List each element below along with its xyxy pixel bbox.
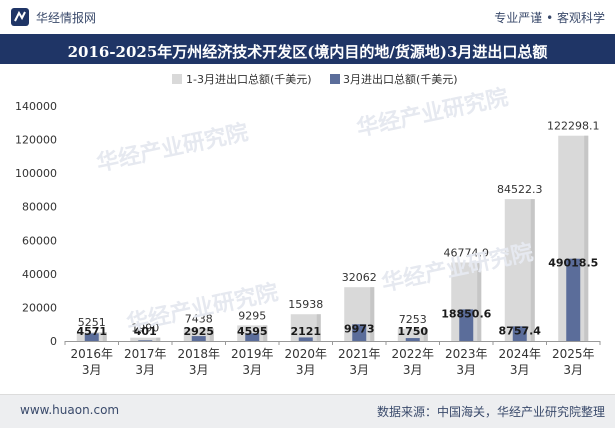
y-tick-label: 40000	[22, 268, 57, 281]
data-label-total: 122298.1	[547, 120, 600, 133]
y-tick-label: 20000	[22, 301, 57, 314]
x-tick-label-year: 2020年	[284, 347, 327, 361]
data-label-march: 1750	[397, 325, 428, 338]
bar-total	[397, 328, 428, 341]
y-tick-label: 100000	[15, 167, 57, 180]
bar-total-side	[316, 314, 321, 341]
data-source: 数据来源：中国海关，华经产业研究院整理	[376, 405, 605, 419]
x-tick-label-month: 3月	[456, 363, 476, 377]
bar-total-side	[423, 328, 428, 341]
data-label-march: 8757.4	[499, 324, 542, 337]
data-label-march: 49018.5	[548, 257, 598, 270]
bar-march	[566, 258, 581, 341]
bar-march	[352, 324, 367, 341]
bar-total-side	[530, 199, 535, 341]
data-label-total: 84522.3	[497, 183, 543, 196]
brand-name: 华经情报网	[36, 11, 97, 25]
bar-chart: 1-3月进出口总额(千美元) 3月进出口总额(千美元) 0 20000 40000 600…	[15, 72, 601, 377]
x-tick-label-month: 3月	[189, 363, 209, 377]
data-label-total: 46774.9	[444, 246, 490, 259]
bar-total	[290, 314, 321, 341]
bar-total	[183, 328, 214, 341]
data-label-total: 7253	[399, 313, 427, 326]
x-tick-label-month: 3月	[349, 363, 369, 377]
x-tick-label-year: 2016年	[70, 347, 113, 361]
data-label-march: 4571	[76, 325, 107, 338]
bar-total-side	[209, 328, 214, 341]
data-label-march: 401	[134, 325, 157, 338]
bar-total-side	[370, 287, 375, 341]
x-tick-label-month: 3月	[563, 363, 583, 377]
x-tick-label-year: 2025年	[552, 347, 595, 361]
website-link[interactable]: www.huaon.com	[20, 403, 120, 417]
bar-march	[459, 309, 474, 341]
data-label-march: 9973	[344, 322, 375, 335]
data-label-total: 1990	[131, 322, 159, 335]
bar-total	[504, 199, 535, 341]
bar-total-side	[156, 337, 161, 341]
legend-swatch-march	[330, 74, 340, 84]
bar-march	[298, 337, 313, 341]
x-tick-label-year: 2018年	[177, 347, 220, 361]
bar-total	[237, 325, 268, 341]
bar-march	[512, 326, 527, 341]
x-tick-label-month: 3月	[135, 363, 155, 377]
x-tick-label-month: 3月	[403, 363, 423, 377]
data-label-total: 7438	[185, 313, 213, 326]
x-tick-label-year: 2024年	[498, 347, 541, 361]
bar-march	[405, 338, 420, 341]
data-label-total: 15938	[288, 298, 323, 311]
x-tick-label-month: 3月	[242, 363, 262, 377]
y-tick-label: 60000	[22, 234, 57, 247]
bar-march	[138, 340, 153, 341]
data-label-march: 2121	[290, 325, 321, 338]
data-label-total: 32062	[342, 271, 377, 284]
x-tick-label-year: 2023年	[445, 347, 488, 361]
x-tick-label-month: 3月	[510, 363, 530, 377]
x-tick-label-year: 2019年	[231, 347, 274, 361]
y-tick-label: 120000	[15, 134, 57, 147]
huajing-logo-icon	[11, 8, 29, 26]
slogan: 专业严谨 • 客观科学	[494, 11, 605, 25]
bar-total-side	[477, 262, 482, 341]
bar-total-side	[584, 135, 589, 341]
x-tick-label-year: 2021年	[338, 347, 381, 361]
data-label-march: 2925	[183, 325, 214, 338]
y-tick-label: 0	[50, 335, 57, 348]
x-tick-label-month: 3月	[82, 363, 102, 377]
chart-area: 1-3月进出口总额(千美元) 3月进出口总额(千美元) 0 20000 40000 600…	[0, 64, 615, 394]
bar-total-side	[263, 325, 268, 341]
data-label-total: 5251	[78, 316, 106, 329]
top-bar: 华经情报网 专业严谨 • 客观科学	[0, 0, 615, 35]
footer: www.huaon.com 数据来源：中国海关，华经产业研究院整理	[0, 394, 615, 428]
y-tick-label: 140000	[15, 100, 57, 113]
bar-total	[130, 337, 161, 341]
bar-march	[245, 333, 260, 341]
data-label-total: 9295	[238, 309, 266, 322]
legend-swatch-total	[172, 74, 182, 84]
data-label-march: 4595	[237, 325, 268, 338]
bar-march	[84, 333, 99, 341]
bar-total-side	[102, 332, 107, 341]
x-tick-label-year: 2022年	[391, 347, 434, 361]
y-tick-label: 80000	[22, 201, 57, 214]
chart-title: 2016-2025年万州经济技术开发区(境内目的地/货源地)3月进出口总额	[67, 43, 548, 61]
legend-label-march: 3月进出口总额(千美元)	[343, 72, 458, 86]
legend-label-total: 1-3月进出口总额(千美元)	[186, 72, 312, 86]
bar-march	[191, 336, 206, 341]
x-tick-label-month: 3月	[296, 363, 316, 377]
x-tick-label-year: 2017年	[124, 347, 167, 361]
title-bar: 2016-2025年万州经济技术开发区(境内目的地/货源地)3月进出口总额	[0, 34, 615, 64]
data-label-march: 18850.6	[441, 307, 491, 320]
